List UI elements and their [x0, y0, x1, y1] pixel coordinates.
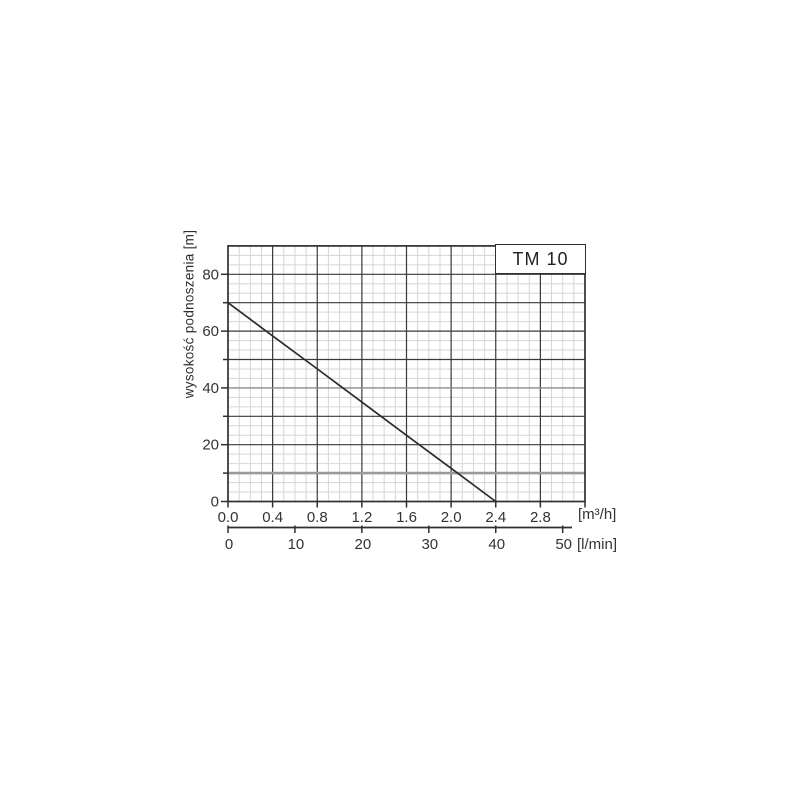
x-secondary-tick-label: 20	[355, 536, 372, 553]
x-secondary-tick-label: 0	[225, 536, 233, 553]
x-tick-label: 0.8	[307, 509, 328, 526]
x-tick-label: 2.4	[485, 509, 506, 526]
series-label: TM 10	[512, 248, 569, 269]
x-secondary-tick-label: 50	[555, 536, 572, 553]
y-axis-title: wysokość podnoszenia [m]	[181, 229, 197, 399]
pump-curve-line	[227, 302, 497, 503]
x-secondary-tick-label: 40	[488, 536, 505, 553]
x-tick-label: 1.6	[396, 509, 417, 526]
x-axis-secondary-unit: [l/min]	[577, 536, 618, 553]
y-tick-label: 40	[202, 380, 219, 397]
x-tick-label: 0.0	[218, 509, 239, 526]
y-tick-label: 0	[211, 494, 219, 511]
y-tick-label: 60	[202, 323, 219, 340]
y-tick-label: 20	[202, 437, 219, 454]
x-tick-label: 2.8	[530, 509, 551, 526]
y-tick-label: 80	[202, 266, 219, 283]
x-secondary-tick-label: 30	[421, 536, 438, 553]
series-label-box: TM 10	[495, 244, 586, 274]
x-tick-label: 0.4	[262, 509, 283, 526]
x-tick-label: 1.2	[351, 509, 372, 526]
x-axis-primary-unit: [m³/h]	[578, 506, 617, 523]
x-tick-label: 2.0	[441, 509, 462, 526]
x-secondary-tick-label: 10	[288, 536, 305, 553]
